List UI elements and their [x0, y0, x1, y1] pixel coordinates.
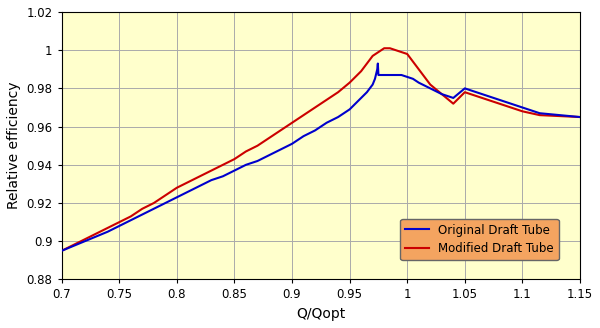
Modified Draft Tube — [220, 163, 227, 167]
Modified Draft Tube — [473, 94, 480, 98]
Modified Draft Tube — [116, 220, 123, 224]
Modified Draft Tube — [519, 109, 526, 113]
Original Draft Tube — [390, 73, 397, 77]
Modified Draft Tube — [363, 62, 370, 66]
Original Draft Tube — [374, 62, 382, 66]
Modified Draft Tube — [104, 226, 112, 230]
Original Draft Tube — [380, 73, 388, 77]
Modified Draft Tube — [196, 174, 203, 178]
Modified Draft Tube — [484, 98, 491, 102]
Original Draft Tube — [577, 115, 584, 119]
Modified Draft Tube — [449, 102, 457, 106]
Modified Draft Tube — [208, 169, 215, 173]
Modified Draft Tube — [81, 237, 88, 241]
Modified Draft Tube — [461, 90, 469, 94]
X-axis label: Q/Qopt: Q/Qopt — [296, 307, 346, 321]
Legend: Original Draft Tube, Modified Draft Tube: Original Draft Tube, Modified Draft Tube — [400, 219, 559, 260]
Line: Modified Draft Tube: Modified Draft Tube — [62, 48, 580, 251]
Original Draft Tube — [378, 73, 385, 77]
Modified Draft Tube — [421, 75, 428, 79]
Line: Original Draft Tube: Original Draft Tube — [62, 64, 580, 251]
Modified Draft Tube — [311, 106, 319, 110]
Modified Draft Tube — [369, 54, 376, 58]
Modified Draft Tube — [496, 102, 503, 106]
Modified Draft Tube — [289, 121, 296, 125]
Modified Draft Tube — [127, 215, 134, 218]
Modified Draft Tube — [346, 81, 353, 85]
Modified Draft Tube — [265, 136, 272, 140]
Modified Draft Tube — [335, 90, 342, 94]
Modified Draft Tube — [242, 150, 250, 154]
Modified Draft Tube — [323, 98, 330, 102]
Y-axis label: Relative efficiency: Relative efficiency — [7, 82, 21, 210]
Modified Draft Tube — [139, 207, 146, 211]
Modified Draft Tube — [398, 50, 405, 54]
Modified Draft Tube — [300, 113, 307, 117]
Modified Draft Tube — [386, 46, 394, 50]
Modified Draft Tube — [58, 249, 65, 253]
Modified Draft Tube — [173, 186, 181, 190]
Modified Draft Tube — [507, 106, 514, 110]
Original Draft Tube — [58, 249, 65, 253]
Modified Draft Tube — [358, 69, 365, 73]
Modified Draft Tube — [185, 180, 192, 184]
Modified Draft Tube — [404, 52, 411, 56]
Modified Draft Tube — [277, 129, 284, 133]
Modified Draft Tube — [438, 92, 445, 96]
Modified Draft Tube — [375, 50, 382, 54]
Modified Draft Tube — [577, 115, 584, 119]
Modified Draft Tube — [380, 46, 388, 50]
Original Draft Tube — [375, 73, 382, 77]
Modified Draft Tube — [536, 113, 543, 117]
Modified Draft Tube — [162, 194, 169, 197]
Modified Draft Tube — [231, 157, 238, 161]
Modified Draft Tube — [427, 83, 434, 87]
Modified Draft Tube — [409, 60, 416, 64]
Modified Draft Tube — [415, 67, 422, 71]
Modified Draft Tube — [150, 201, 157, 205]
Original Draft Tube — [185, 190, 192, 194]
Modified Draft Tube — [254, 144, 261, 148]
Original Draft Tube — [311, 129, 319, 133]
Modified Draft Tube — [392, 48, 399, 52]
